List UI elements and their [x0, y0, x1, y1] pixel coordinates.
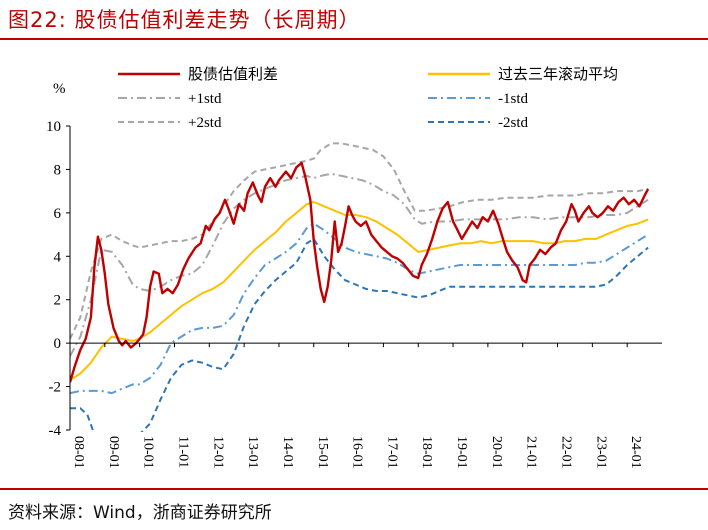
x-tick-label: 12-01 [210, 436, 225, 469]
title-rule [0, 38, 708, 40]
source-note: 资料来源：Wind，浙商证券研究所 [8, 503, 272, 523]
legend: 股债估值利差 过去三年滚动平均 +1std -1std +2std -2std [118, 66, 618, 131]
x-tick-label: 24-01 [628, 436, 643, 469]
series-line-4 [70, 142, 649, 340]
x-tick-label: 19-01 [454, 436, 469, 469]
x-tick-label: 08-01 [71, 436, 86, 469]
figure-title: 图22: 股债估值利差走势（长周期） [8, 8, 361, 32]
legend-label-4: +2std [188, 115, 222, 131]
series-line-3 [70, 222, 649, 395]
series-layer [70, 142, 650, 432]
x-tick-label: 13-01 [245, 436, 260, 469]
series-line-1 [70, 201, 649, 381]
x-tick-label: 14-01 [280, 436, 295, 469]
x-tick-label: 15-01 [315, 436, 330, 469]
source-rule [0, 488, 708, 490]
y-tick-label: 4 [54, 249, 62, 265]
series-line-2 [70, 172, 649, 357]
legend-label-0: 股债估值利差 [188, 66, 278, 83]
x-tick-label: 18-01 [419, 436, 434, 469]
legend-label-1: 过去三年滚动平均 [498, 66, 618, 83]
x-tick-label: 22-01 [559, 436, 574, 469]
x-tick-label: 17-01 [384, 436, 399, 469]
legend-label-3: -1std [498, 91, 529, 107]
axis-layer: -4 -2 0 2 4 6 8 10 08-01 09-01 10-01 11-01 12-01 13-0… [46, 119, 662, 469]
y-tick-label: -2 [49, 380, 62, 396]
x-tick-label: 21-01 [524, 436, 539, 469]
y-tick-label: 8 [54, 162, 62, 178]
legend-label-2: +1std [188, 91, 222, 107]
y-tick-label: -4 [49, 423, 62, 439]
y-tick-label: 2 [54, 293, 62, 309]
y-tick-label: 0 [54, 336, 62, 352]
x-tick-label: 11-01 [175, 436, 190, 468]
legend-label-5: -2std [498, 115, 529, 131]
x-tick-label: 20-01 [489, 436, 504, 469]
x-tick-label: 23-01 [593, 436, 608, 469]
x-tick-label: 16-01 [350, 436, 365, 469]
x-tick-label: 10-01 [141, 436, 156, 469]
series-line-0 [70, 161, 650, 383]
y-tick-label: 6 [54, 206, 62, 222]
y-tick-label: 10 [46, 119, 61, 135]
series-line-5 [70, 237, 649, 432]
x-tick-label: 09-01 [106, 436, 121, 469]
y-axis-label: % [53, 81, 66, 97]
